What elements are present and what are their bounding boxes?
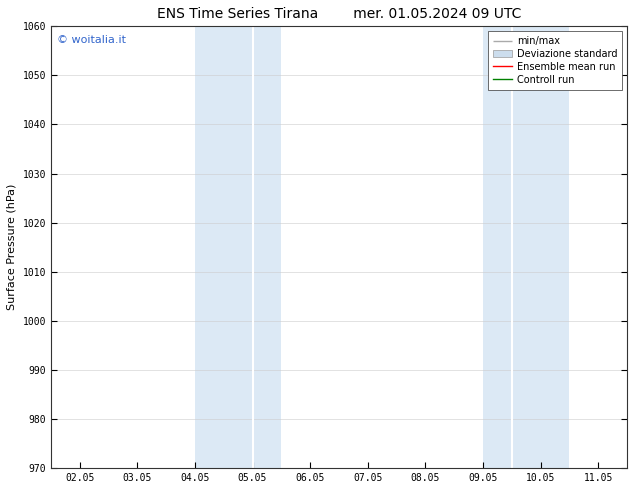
Title: ENS Time Series Tirana        mer. 01.05.2024 09 UTC: ENS Time Series Tirana mer. 01.05.2024 0… xyxy=(157,7,521,21)
Y-axis label: Surface Pressure (hPa): Surface Pressure (hPa) xyxy=(7,184,17,311)
Bar xyxy=(483,26,569,468)
Legend: min/max, Deviazione standard, Ensemble mean run, Controll run: min/max, Deviazione standard, Ensemble m… xyxy=(488,31,622,90)
Bar xyxy=(195,26,281,468)
Text: © woitalia.it: © woitalia.it xyxy=(56,35,126,45)
